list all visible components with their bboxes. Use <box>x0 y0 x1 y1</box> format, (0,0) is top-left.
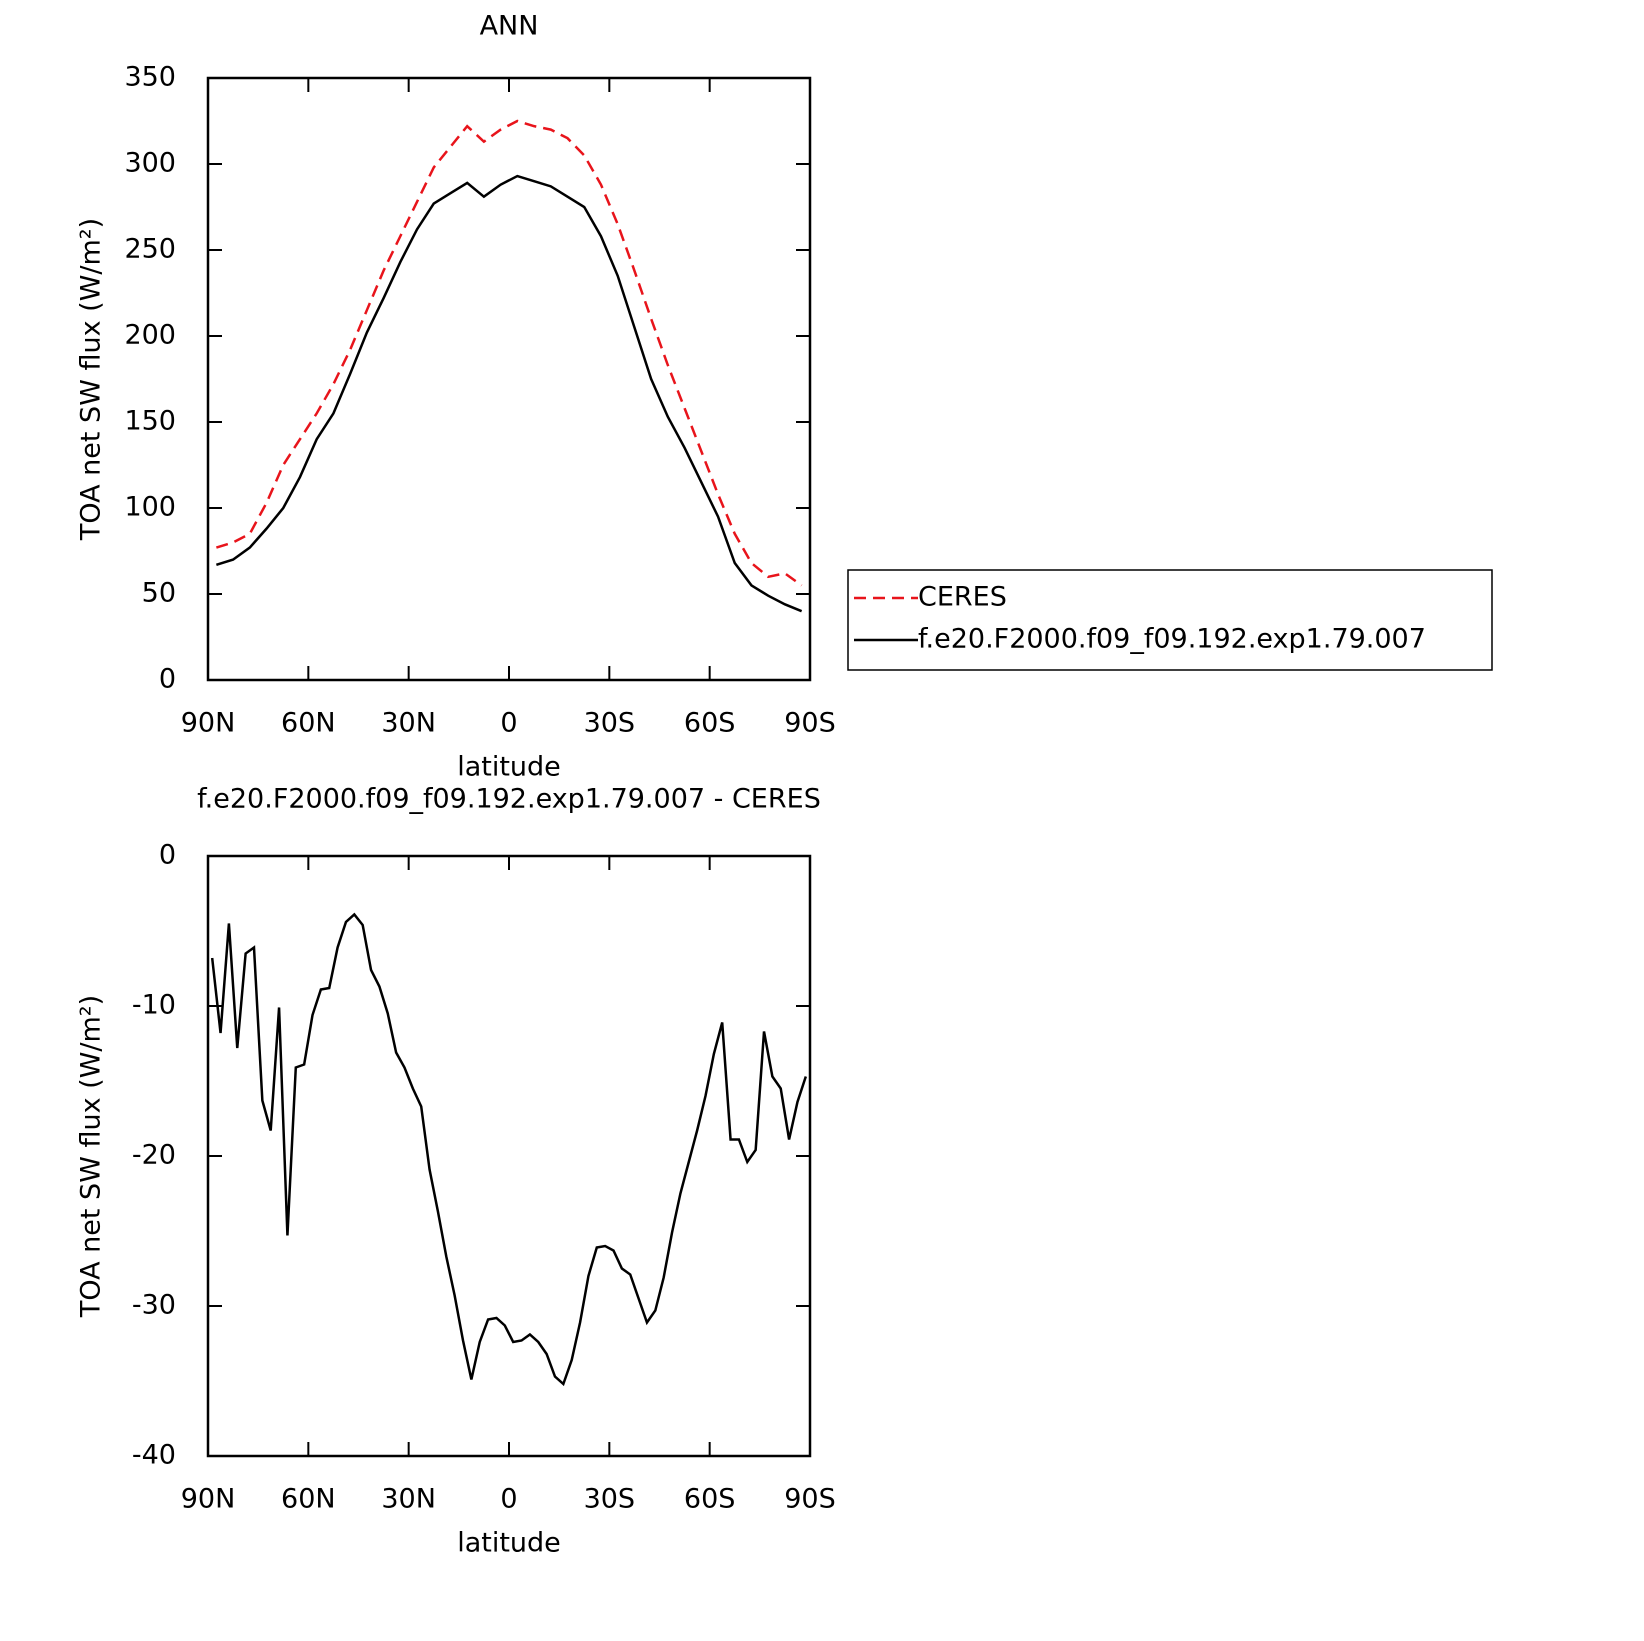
x-tick-label: 90S <box>784 1484 836 1515</box>
chart-title: ANN <box>480 11 539 42</box>
y-tick-label: -20 <box>132 1140 176 1171</box>
x-tick-label: 60S <box>684 708 736 739</box>
y-tick-label: 250 <box>124 234 176 265</box>
y-tick-label: -10 <box>132 990 176 1021</box>
y-tick-label: 50 <box>142 578 176 609</box>
x-tick-label: 30S <box>584 708 636 739</box>
x-tick-label: 0 <box>500 1484 517 1515</box>
chart-title: f.e20.F2000.f09_f09.192.exp1.79.007 - CE… <box>197 784 821 815</box>
x-axis-label: latitude <box>457 1528 561 1559</box>
y-axis-label: TOA net SW flux (W/m²) <box>76 995 107 1318</box>
x-tick-label: 60S <box>684 1484 736 1515</box>
y-tick-label: 300 <box>124 148 176 179</box>
y-tick-label: 0 <box>159 840 176 871</box>
data-line <box>215 174 803 613</box>
x-tick-label: 60N <box>281 708 336 739</box>
legend-box <box>847 569 1493 671</box>
y-tick-label: 150 <box>124 406 176 437</box>
x-axis-label: latitude <box>457 752 561 783</box>
x-tick-label: 30S <box>584 1484 636 1515</box>
y-tick-label: 0 <box>159 664 176 695</box>
plot-frame <box>206 854 812 1458</box>
y-tick-label: -40 <box>132 1440 176 1471</box>
data-line <box>210 912 808 1387</box>
y-tick-label: 350 <box>124 62 176 93</box>
x-tick-label: 90N <box>181 1484 236 1515</box>
x-tick-label: 90S <box>784 708 836 739</box>
plot-frame <box>206 76 812 682</box>
x-tick-label: 30N <box>381 1484 436 1515</box>
y-axis-label: TOA net SW flux (W/m²) <box>76 218 107 541</box>
data-line <box>215 119 803 587</box>
x-tick-label: 60N <box>281 1484 336 1515</box>
y-tick-label: 200 <box>124 320 176 351</box>
x-tick-label: 90N <box>181 708 236 739</box>
legend-label: CERES <box>918 582 1007 613</box>
y-tick-label: 100 <box>124 492 176 523</box>
x-tick-label: 0 <box>500 708 517 739</box>
x-tick-label: 30N <box>381 708 436 739</box>
legend-label: f.e20.F2000.f09_f09.192.exp1.79.007 <box>918 624 1426 655</box>
y-tick-label: -30 <box>132 1290 176 1321</box>
